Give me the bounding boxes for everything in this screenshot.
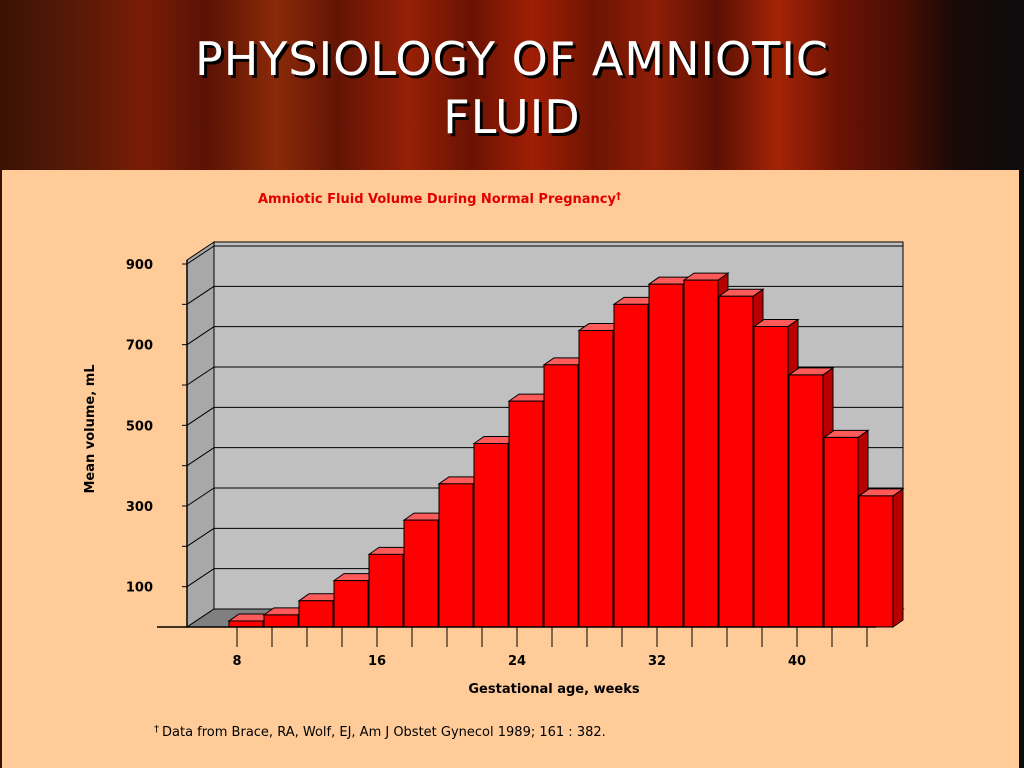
x-tick-label: 24 bbox=[508, 654, 526, 669]
gridline-side bbox=[186, 406, 215, 426]
y-tick-label: 100 bbox=[126, 581, 153, 596]
y-tick-label: 500 bbox=[126, 419, 153, 434]
bar-front bbox=[438, 483, 474, 628]
x-tick-labels: 8 16 24 32 40 bbox=[232, 654, 806, 669]
bar-front bbox=[753, 326, 789, 628]
x-tick-label: 32 bbox=[648, 654, 666, 669]
gridline-side bbox=[186, 568, 215, 588]
bar-front bbox=[543, 364, 579, 628]
footnote-text: Data from Brace, RA, Wolf, EJ, Am J Obst… bbox=[162, 725, 606, 740]
bar-front bbox=[263, 614, 299, 628]
bars bbox=[227, 272, 905, 628]
gridline-side bbox=[186, 527, 215, 547]
bar-front bbox=[508, 400, 544, 628]
chart-panel: Amniotic Fluid Volume During Normal Preg… bbox=[2, 170, 1019, 768]
bar-side bbox=[892, 487, 904, 628]
bar-front bbox=[298, 600, 334, 628]
chart-title: Amniotic Fluid Volume During Normal Preg… bbox=[258, 191, 621, 207]
gridline-side bbox=[186, 285, 215, 305]
bar-front bbox=[578, 330, 614, 628]
bar bbox=[297, 592, 345, 628]
bar bbox=[857, 487, 905, 628]
bar-front bbox=[368, 553, 404, 628]
chart: Amniotic Fluid Volume During Normal Preg… bbox=[83, 191, 905, 740]
bar-front bbox=[788, 374, 824, 628]
source-footnote: † Data from Brace, RA, Wolf, EJ, Am J Obs… bbox=[154, 724, 606, 740]
y-axis-title: Mean volume, mL bbox=[83, 364, 98, 493]
bar-front bbox=[473, 442, 509, 628]
bar bbox=[262, 606, 310, 628]
y-tick-label: 700 bbox=[126, 339, 153, 354]
chart-title-text: Amniotic Fluid Volume During Normal Preg… bbox=[258, 192, 616, 207]
bar-front bbox=[683, 279, 719, 628]
axes bbox=[157, 260, 876, 647]
bar-front bbox=[858, 495, 894, 628]
bar-front bbox=[718, 295, 754, 628]
slide-title-line-2: FLUID bbox=[443, 90, 581, 144]
footnote-mark: † bbox=[154, 724, 159, 735]
chart-title-mark: † bbox=[616, 191, 621, 202]
bar-front bbox=[648, 283, 684, 628]
y-tick-label: 900 bbox=[126, 258, 153, 273]
gridline-side bbox=[186, 245, 215, 265]
y-tick-labels: 100 300 500 700 900 bbox=[126, 258, 153, 596]
x-tick-label: 16 bbox=[368, 654, 386, 669]
gridline-side bbox=[186, 487, 215, 507]
bar-front bbox=[228, 620, 264, 628]
bar-front bbox=[823, 436, 859, 628]
slide-title-line-1: PHYSIOLOGY OF AMNIOTIC bbox=[194, 32, 830, 86]
gridline-side bbox=[186, 326, 215, 346]
slide-title: PHYSIOLOGY OF AMNIOTIC FLUID bbox=[0, 30, 1024, 146]
bar-front bbox=[613, 303, 649, 628]
y-tick-label: 300 bbox=[126, 500, 153, 515]
x-tick-label: 40 bbox=[788, 654, 806, 669]
x-tick-label: 8 bbox=[232, 654, 241, 669]
gridline-side bbox=[186, 447, 215, 467]
plot-side-wall bbox=[186, 241, 215, 628]
gridline-side bbox=[186, 366, 215, 386]
x-axis-title: Gestational age, weeks bbox=[468, 682, 639, 697]
bar-front bbox=[333, 580, 369, 628]
bar-front bbox=[403, 519, 439, 628]
